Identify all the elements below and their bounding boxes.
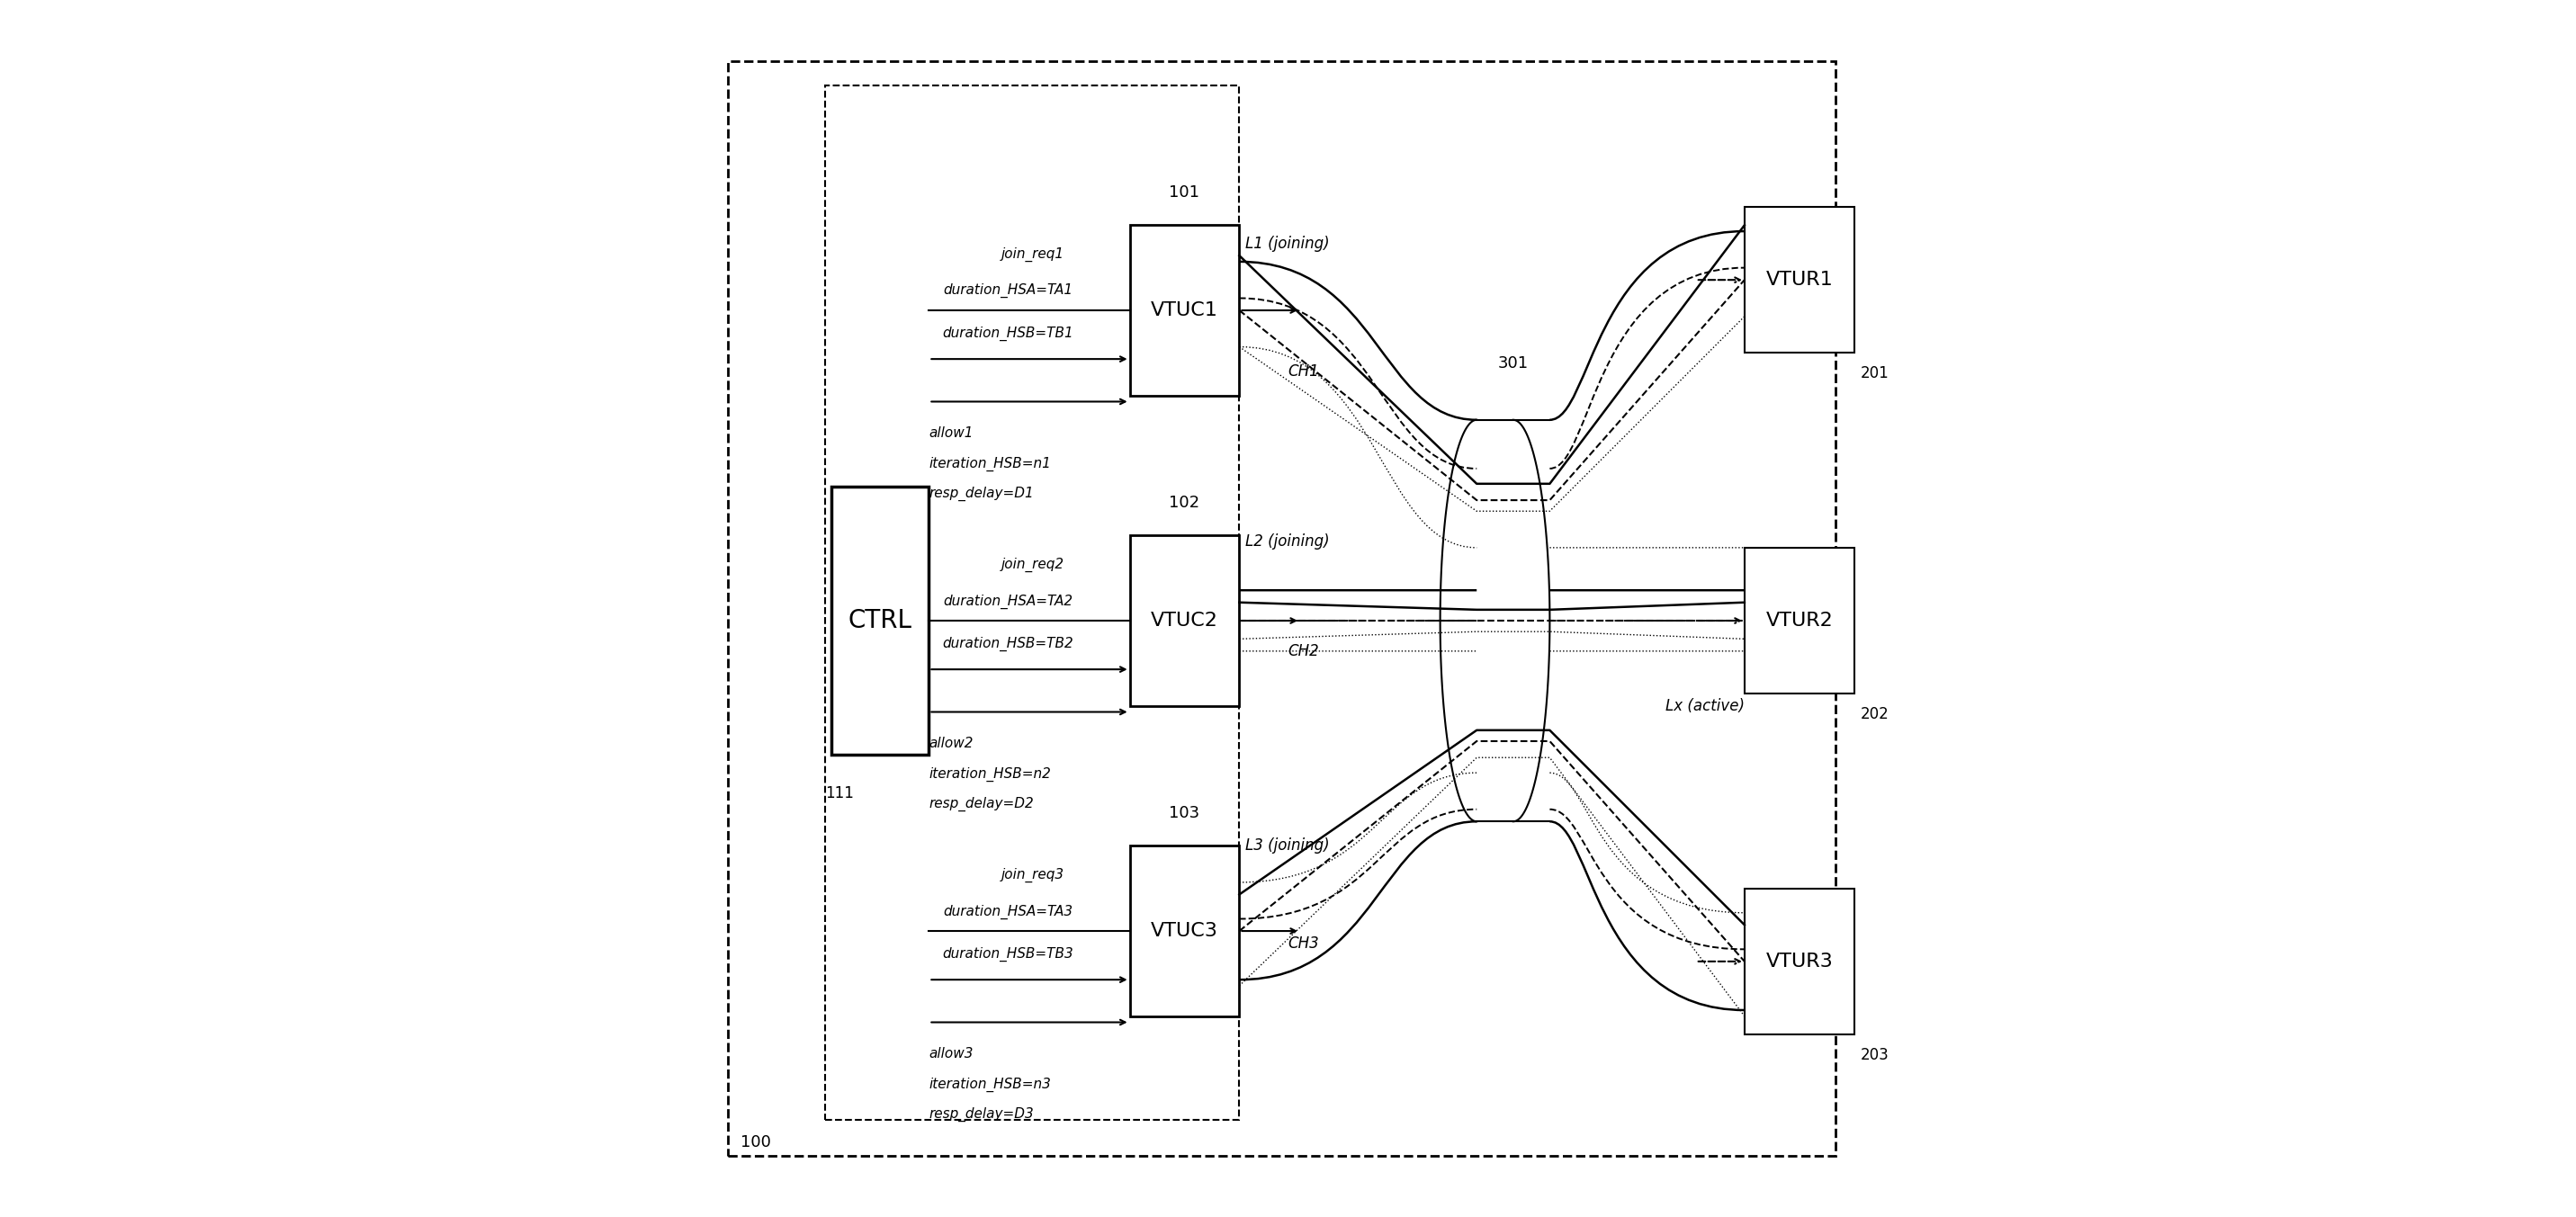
- Text: allow3: allow3: [930, 1047, 974, 1060]
- FancyBboxPatch shape: [1131, 535, 1239, 706]
- Text: 100: 100: [739, 1134, 770, 1150]
- Text: duration_HSB=TB3: duration_HSB=TB3: [943, 947, 1074, 961]
- Text: Lx (active): Lx (active): [1667, 697, 1744, 714]
- Text: resp_delay=D2: resp_delay=D2: [930, 797, 1033, 812]
- Text: duration_HSB=TB2: duration_HSB=TB2: [943, 636, 1074, 651]
- Text: CH3: CH3: [1288, 935, 1319, 952]
- Text: VTUC3: VTUC3: [1151, 922, 1218, 940]
- Text: duration_HSA=TA3: duration_HSA=TA3: [943, 904, 1072, 919]
- Text: VTUC2: VTUC2: [1151, 612, 1218, 629]
- Text: duration_HSA=TA2: duration_HSA=TA2: [943, 594, 1072, 608]
- FancyBboxPatch shape: [1744, 548, 1855, 694]
- FancyBboxPatch shape: [1131, 225, 1239, 396]
- Text: CH1: CH1: [1288, 363, 1319, 380]
- Text: resp_delay=D1: resp_delay=D1: [930, 487, 1033, 501]
- Text: 101: 101: [1170, 185, 1200, 201]
- FancyBboxPatch shape: [1744, 888, 1855, 1034]
- FancyBboxPatch shape: [824, 85, 1239, 1120]
- Text: CTRL: CTRL: [848, 608, 912, 633]
- Text: iteration_HSB=n1: iteration_HSB=n1: [930, 456, 1051, 471]
- Text: duration_HSA=TA1: duration_HSA=TA1: [943, 284, 1072, 298]
- FancyBboxPatch shape: [1131, 846, 1239, 1016]
- Text: resp_delay=D3: resp_delay=D3: [930, 1107, 1033, 1122]
- Text: allow2: allow2: [930, 736, 974, 750]
- Text: VTUC1: VTUC1: [1151, 302, 1218, 319]
- FancyBboxPatch shape: [729, 61, 1837, 1156]
- Text: join_req2: join_req2: [1002, 557, 1064, 572]
- Text: L1 (joining): L1 (joining): [1244, 235, 1329, 252]
- Text: 203: 203: [1860, 1047, 1888, 1062]
- Text: 111: 111: [824, 785, 855, 801]
- Text: L3 (joining): L3 (joining): [1244, 837, 1329, 854]
- Text: iteration_HSB=n3: iteration_HSB=n3: [930, 1077, 1051, 1092]
- Text: duration_HSB=TB1: duration_HSB=TB1: [943, 326, 1074, 341]
- Text: L2 (joining): L2 (joining): [1244, 533, 1329, 550]
- Text: CH2: CH2: [1288, 643, 1319, 660]
- Text: VTUR2: VTUR2: [1765, 612, 1834, 629]
- Text: join_req3: join_req3: [1002, 868, 1064, 882]
- Text: VTUR3: VTUR3: [1765, 953, 1834, 970]
- Text: 102: 102: [1170, 495, 1200, 511]
- Text: iteration_HSB=n2: iteration_HSB=n2: [930, 767, 1051, 781]
- Text: 201: 201: [1860, 365, 1888, 381]
- Text: 103: 103: [1170, 806, 1200, 821]
- Text: join_req1: join_req1: [1002, 247, 1064, 262]
- FancyBboxPatch shape: [1744, 207, 1855, 353]
- Text: 202: 202: [1860, 706, 1888, 722]
- Text: allow1: allow1: [930, 426, 974, 439]
- FancyBboxPatch shape: [832, 487, 930, 755]
- Text: 301: 301: [1497, 355, 1528, 371]
- Text: VTUR1: VTUR1: [1765, 271, 1834, 288]
